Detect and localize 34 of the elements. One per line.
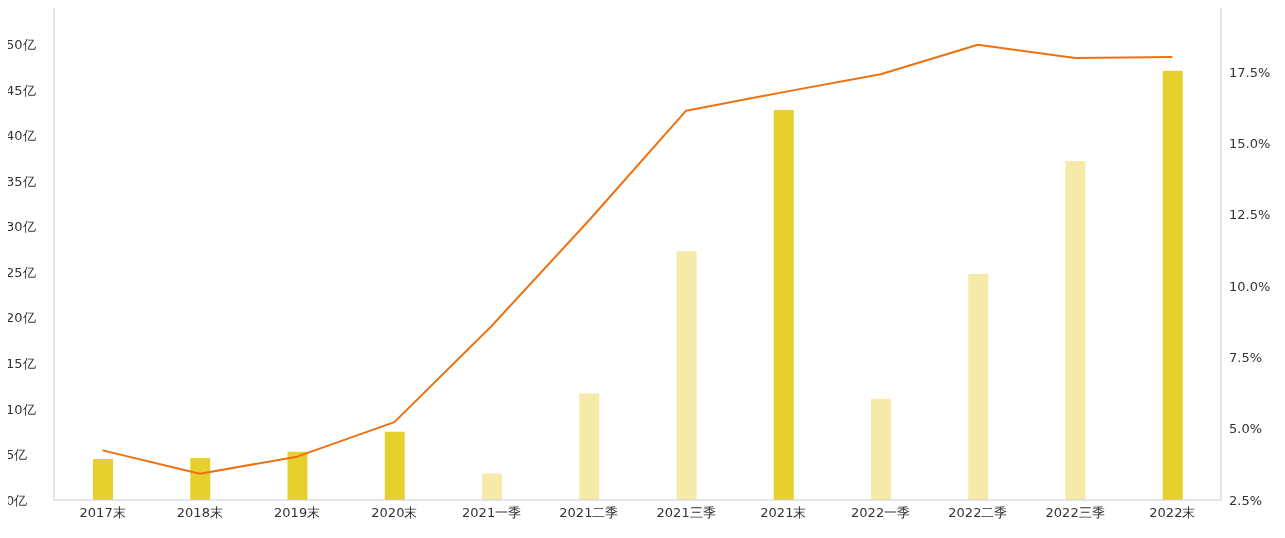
bar bbox=[1065, 161, 1086, 500]
x-tick-label: 2021三季 bbox=[656, 505, 716, 521]
y2-tick-label: 17.5% bbox=[1229, 64, 1271, 80]
y2-tick-label: 7.5% bbox=[1229, 350, 1263, 366]
bar bbox=[190, 458, 211, 500]
x-tick-label: 2019末 bbox=[274, 505, 321, 521]
y2-tick-label: 15.0% bbox=[1229, 136, 1271, 152]
x-tick-label: 2021二季 bbox=[559, 505, 619, 521]
bar bbox=[676, 251, 697, 500]
x-tick-label: 2021一季 bbox=[462, 505, 522, 521]
bar bbox=[773, 110, 794, 500]
bar bbox=[287, 451, 308, 500]
x-tick-label: 2022三季 bbox=[1045, 505, 1105, 521]
x-tick-label: 2022末 bbox=[1149, 505, 1196, 521]
y2-tick-label: 5.0% bbox=[1229, 421, 1263, 437]
x-tick-label: 2017末 bbox=[79, 505, 126, 521]
bar bbox=[871, 398, 891, 500]
bar bbox=[482, 473, 502, 500]
bar bbox=[968, 274, 989, 500]
x-tick-label: 2021末 bbox=[760, 505, 807, 521]
y2-tick-label: 2.5% bbox=[1229, 492, 1263, 508]
y2-tick-label: 10.0% bbox=[1229, 278, 1271, 294]
x-tick-label: 2022一季 bbox=[851, 505, 911, 521]
x-tick-label: 2020末 bbox=[371, 505, 418, 521]
y-tick-label: 15亿 bbox=[6, 355, 36, 371]
line-series bbox=[101, 43, 1174, 475]
x-tick-label: 2018末 bbox=[176, 505, 223, 521]
y2-tick-label: 12.5% bbox=[1229, 207, 1271, 223]
bar bbox=[93, 459, 113, 500]
bar bbox=[384, 431, 405, 500]
bar bbox=[1162, 70, 1183, 500]
bar bbox=[579, 393, 600, 500]
y-tick-label: 10亿 bbox=[6, 401, 36, 417]
x-tick-label: 2022二季 bbox=[948, 505, 1008, 521]
